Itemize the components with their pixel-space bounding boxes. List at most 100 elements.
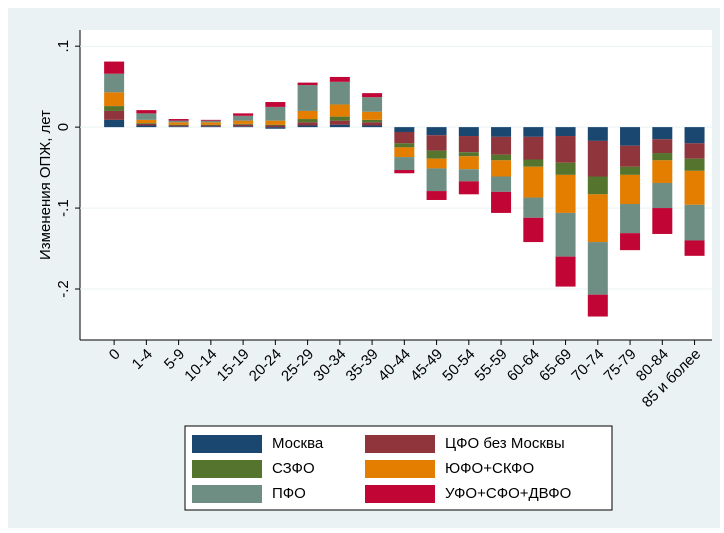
bar-segment [136, 119, 157, 124]
bar-segment [297, 119, 318, 123]
legend-swatch [365, 485, 435, 503]
bar-segment [394, 170, 415, 174]
bar-segment [426, 191, 447, 200]
bar-segment [329, 124, 350, 128]
bar-segment [426, 127, 447, 136]
bar-segment [136, 113, 157, 120]
bar-segment [200, 122, 221, 125]
bar-segment [555, 136, 576, 163]
bar-segment [426, 158, 447, 169]
legend-swatch [192, 485, 262, 503]
bar-segment [523, 127, 544, 137]
bar-segment [265, 120, 286, 125]
bar-segment [233, 115, 254, 121]
bar-segment [200, 124, 221, 126]
bar-segment [233, 113, 254, 116]
bar-segment [329, 116, 350, 121]
bar-segment [265, 127, 286, 129]
bar-segment [652, 160, 673, 183]
bar-segment [233, 124, 254, 127]
plot-area [80, 30, 712, 340]
bar-segment [200, 119, 221, 121]
bar-segment [587, 140, 608, 177]
bar-segment [104, 92, 125, 107]
bar-segment [620, 204, 641, 234]
legend-label: СЗФО [272, 460, 315, 477]
bar-segment [620, 127, 641, 146]
bar-segment [491, 127, 512, 137]
bar-segment [329, 104, 350, 117]
legend-swatch [365, 460, 435, 478]
bar-segment [168, 125, 189, 127]
bar-segment [684, 204, 705, 241]
bar-segment [394, 131, 415, 144]
bar-segment [620, 233, 641, 251]
bar-segment [233, 123, 254, 125]
bar-segment [555, 256, 576, 287]
bar-segment [265, 102, 286, 107]
bar-segment [587, 194, 608, 243]
bar-segment [297, 85, 318, 111]
bar-segment [136, 123, 157, 124]
bar-segment [652, 208, 673, 234]
bar-segment [168, 124, 189, 126]
bar-segment [426, 150, 447, 159]
bar-segment [684, 158, 705, 171]
bar-segment [458, 127, 479, 137]
bar-segment [523, 166, 544, 198]
bar-segment [394, 147, 415, 158]
bar-segment [329, 81, 350, 105]
bar-segment [200, 126, 221, 128]
bar-segment [362, 111, 383, 120]
bar-segment [652, 182, 673, 209]
bar-segment [458, 152, 479, 157]
bar-segment [555, 162, 576, 175]
y-axis-label: Изменения ОПЖ, лет [37, 110, 54, 260]
bar-segment [136, 125, 157, 128]
bar-segment [555, 212, 576, 257]
bar-segment [426, 168, 447, 192]
bar-segment [684, 143, 705, 159]
bar-segment [136, 123, 157, 126]
bar-segment [200, 125, 221, 127]
bar-segment [297, 125, 318, 128]
bar-segment [104, 106, 125, 111]
bar-segment [491, 191, 512, 213]
bar-segment [329, 76, 350, 82]
bar-segment [458, 181, 479, 195]
bar-segment [587, 176, 608, 195]
bar-segment [620, 166, 641, 175]
bar-segment [523, 217, 544, 243]
bar-segment [362, 125, 383, 128]
y-tick-label: .1 [55, 40, 72, 53]
bar-segment [362, 97, 383, 112]
legend-swatch [192, 460, 262, 478]
bar-segment [458, 169, 479, 182]
bar-segment [458, 136, 479, 153]
bar-segment [620, 145, 641, 167]
bar-segment [362, 93, 383, 98]
bar-segment [491, 154, 512, 161]
bar-segment [523, 197, 544, 218]
y-tick-label: -.2 [55, 280, 72, 298]
legend-label: ЮФО+СКФО [445, 460, 534, 477]
bar-segment [297, 82, 318, 86]
bar-segment [233, 126, 254, 128]
bar-segment [491, 136, 512, 155]
bar-segment [652, 153, 673, 161]
bar-segment [168, 119, 189, 121]
bar-segment [394, 143, 415, 148]
bar-segment [523, 159, 544, 167]
bar-segment [555, 174, 576, 213]
y-tick-label: 0 [55, 123, 72, 131]
legend-label: ПФО [272, 485, 306, 502]
bar-segment [265, 125, 286, 128]
bar-segment [104, 110, 125, 120]
bar-segment [587, 294, 608, 317]
bar-segment [620, 174, 641, 205]
bar-segment [684, 170, 705, 205]
bar-segment [297, 122, 318, 126]
legend-swatch [192, 435, 262, 453]
bar-segment [297, 110, 318, 120]
